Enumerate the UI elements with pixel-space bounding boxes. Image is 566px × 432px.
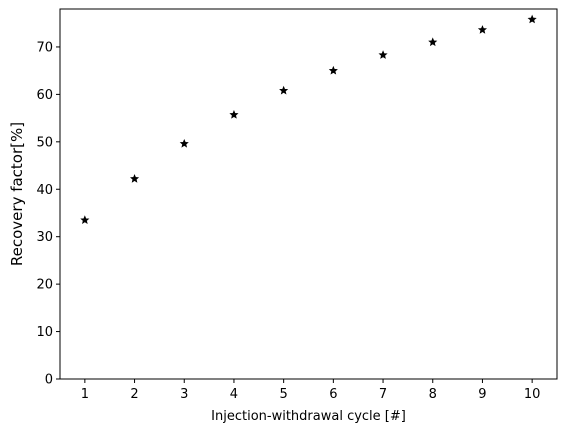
data-point-star — [428, 37, 438, 47]
y-axis-ticks: 0 10 20 30 40 50 60 70 — [36, 40, 60, 388]
y-tick-label: 60 — [36, 88, 53, 103]
data-point-star — [229, 109, 239, 119]
x-tick-label: 4 — [230, 387, 238, 402]
y-tick-label: 50 — [36, 135, 53, 150]
data-point-star — [80, 215, 90, 224]
x-axis-label: Injection-withdrawal cycle [#] — [211, 409, 406, 424]
x-tick-label: 9 — [478, 387, 486, 402]
y-axis-label: Recovery factor[%] — [8, 122, 26, 266]
x-tick-label: 2 — [130, 387, 138, 402]
y-tick-label: 40 — [36, 183, 53, 198]
x-tick-label: 7 — [379, 387, 387, 402]
x-axis-ticks: 1 2 3 4 5 6 7 8 9 10 — [81, 379, 541, 402]
plot-area — [59, 8, 558, 380]
y-tick-label: 20 — [36, 278, 53, 293]
data-point-star — [378, 50, 388, 59]
x-tick-label: 1 — [81, 387, 89, 402]
x-tick-label: 6 — [329, 387, 337, 402]
y-tick-label: 30 — [36, 230, 53, 245]
data-point-star — [527, 14, 537, 24]
data-point-star — [477, 25, 487, 34]
y-tick-label: 0 — [45, 373, 53, 388]
data-point-star — [328, 65, 338, 75]
y-tick-label: 10 — [36, 325, 53, 340]
data-point-star — [279, 85, 289, 95]
data-point-star — [179, 138, 189, 148]
x-tick-label: 10 — [524, 387, 541, 402]
x-tick-label: 3 — [180, 387, 188, 402]
data-points — [80, 14, 537, 224]
x-tick-label: 5 — [280, 387, 288, 402]
x-tick-label: 8 — [429, 387, 437, 402]
data-point-star — [130, 174, 140, 183]
y-tick-label: 70 — [36, 40, 53, 55]
